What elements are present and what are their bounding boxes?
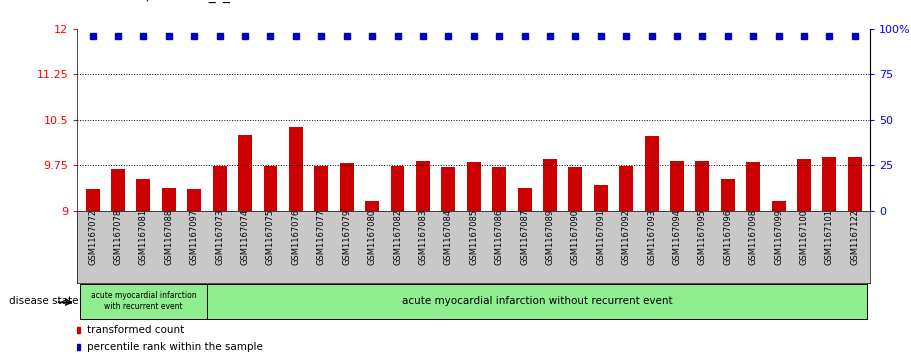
Bar (263, 166, 278, 211)
Bar (594, 185, 608, 211)
Bar (746, 162, 760, 211)
Text: acute myocardial infarction
with recurrent event: acute myocardial infarction with recurre… (91, 291, 196, 311)
Text: GDS5022 / 219191_s_at: GDS5022 / 219191_s_at (77, 0, 244, 3)
Text: disease state: disease state (9, 297, 78, 306)
Bar (391, 166, 404, 211)
Bar (645, 136, 659, 211)
Bar (823, 157, 836, 211)
Text: acute myocardial infarction without recurrent event: acute myocardial infarction without recu… (402, 297, 672, 306)
Bar (517, 188, 531, 211)
Bar (289, 127, 302, 211)
Bar (772, 201, 785, 211)
Bar (721, 179, 735, 211)
Bar (238, 135, 252, 211)
Bar (492, 167, 507, 211)
Bar (848, 157, 862, 211)
Bar (137, 179, 150, 211)
Bar (212, 166, 227, 211)
Bar (365, 201, 379, 211)
Bar (441, 167, 456, 211)
Bar (188, 189, 201, 211)
Bar (80, 284, 207, 319)
Text: percentile rank within the sample: percentile rank within the sample (87, 342, 263, 351)
Bar (466, 162, 481, 211)
Bar (86, 189, 99, 211)
Bar (670, 161, 684, 211)
Bar (568, 167, 582, 211)
Text: transformed count: transformed count (87, 325, 184, 335)
Bar (619, 166, 633, 211)
Bar (797, 159, 811, 211)
Bar (207, 284, 867, 319)
Bar (416, 161, 430, 211)
Bar (162, 188, 176, 211)
Bar (340, 163, 353, 211)
Bar (543, 159, 557, 211)
Bar (111, 170, 125, 211)
Bar (314, 166, 328, 211)
Bar (695, 161, 710, 211)
